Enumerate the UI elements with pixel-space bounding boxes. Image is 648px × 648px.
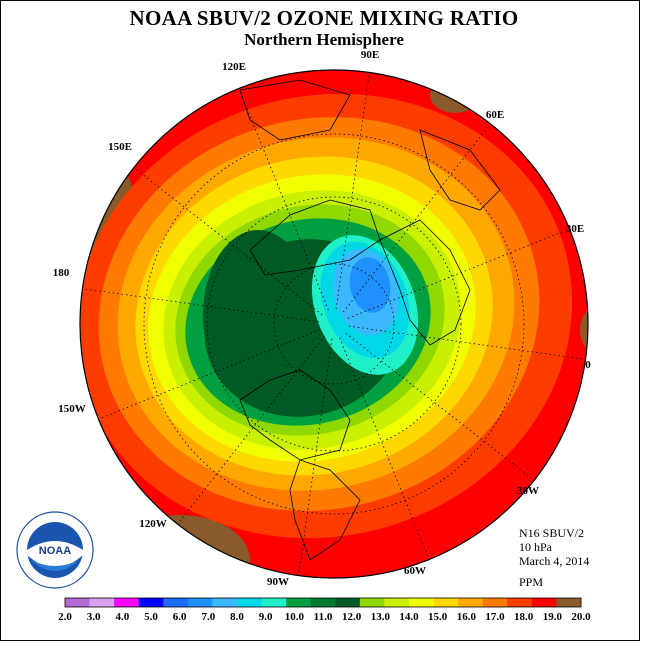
- noaa-logo: NOAA: [16, 511, 94, 589]
- colorbar-cell: [261, 598, 287, 607]
- colorbar-border: [64, 597, 582, 608]
- longitude-label: 150E: [108, 141, 132, 153]
- colorbar-tick-label: 10.0: [285, 611, 305, 623]
- pressure-label: 10 hPa: [519, 540, 552, 554]
- latitude-circle: [206, 196, 462, 452]
- longitude-label: 90E: [361, 49, 379, 61]
- colorbar-cell: [212, 598, 238, 607]
- logo-wave: [31, 560, 79, 571]
- colorbar-tick-label: 15.0: [428, 611, 448, 623]
- colorbar-cell: [409, 598, 434, 607]
- colorbar-tick-label: 4.0: [115, 611, 129, 623]
- colorbar-tick-label: 3.0: [87, 611, 101, 623]
- field-band: [349, 257, 391, 313]
- colorbar-cell: [286, 598, 312, 607]
- longitude-line: [342, 123, 491, 313]
- colorbar-tick-label: 11.0: [314, 611, 333, 623]
- colorbar-cell: [114, 598, 140, 607]
- longitude-line: [339, 337, 430, 560]
- longitude-label: 90W: [267, 576, 289, 588]
- colorbar-cell: [531, 598, 557, 607]
- colorbar-cell: [556, 598, 582, 607]
- instrument-label: N16 SBUV/2: [519, 526, 585, 540]
- colorbar-cell: [138, 598, 164, 607]
- longitude-labels: 0 30E 60E 90E 120E 150E 180 150W 120W 90W 60W 30W: [53, 49, 592, 588]
- colorbar-cell: [335, 598, 361, 607]
- logo-text: NOAA: [39, 545, 71, 557]
- colorbar-cell: [65, 598, 90, 607]
- colorbar-tick-label: 7.0: [201, 611, 215, 623]
- page-subtitle: Northern Hemisphere: [244, 30, 404, 49]
- colorbar-tick-label: 5.0: [144, 611, 158, 623]
- longitude-line: [298, 338, 333, 576]
- colorbar-cell: [187, 598, 213, 607]
- colorbar: 2.0 3.0 4.0 5.0 6.0 7.0 8.0 9.0 10.0 11.0 12.0 13.0…: [58, 597, 591, 623]
- units-label: PPM: [519, 575, 544, 589]
- colorbar-cell: [310, 598, 336, 607]
- page-title: NOAA SBUV/2 OZONE MIXING RATIO: [129, 6, 519, 30]
- longitude-line: [177, 335, 326, 525]
- coastline: [379, 219, 471, 346]
- longitude-label: 60E: [486, 109, 504, 121]
- field-band: [203, 230, 313, 400]
- colorbar-cell: [458, 598, 484, 607]
- graticule: [82, 72, 586, 576]
- colorbar-cell: [89, 598, 115, 607]
- colorbar-cell: [482, 598, 508, 607]
- colorbar-tick-label: 12.0: [342, 611, 362, 623]
- longitude-label: 30E: [566, 223, 584, 235]
- longitude-line: [345, 332, 535, 481]
- colorbar-tick-label: 6.0: [173, 611, 187, 623]
- latitude-circle: [273, 263, 395, 385]
- map-outline: [79, 69, 589, 579]
- ozone-field: [80, 70, 588, 578]
- colorbar-tick-label: 14.0: [399, 611, 419, 623]
- logo-bird: [27, 541, 83, 568]
- colorbar-tick-label: 2.0: [58, 611, 72, 623]
- coastline: [249, 199, 381, 276]
- colorbar-tick-label: 9.0: [259, 611, 273, 623]
- coastline: [239, 369, 351, 461]
- colorbar-cell: [507, 598, 533, 607]
- longitude-label: 30W: [517, 485, 539, 497]
- longitude-label: 180: [53, 267, 70, 279]
- colorbar-cell: [433, 598, 459, 607]
- coastline: [239, 79, 351, 141]
- longitude-line: [82, 288, 320, 323]
- colorbar-tick-label: 13.0: [371, 611, 391, 623]
- latitude-circle: [143, 133, 525, 515]
- colorbar-cell: [359, 598, 385, 607]
- colorbar-cell: [237, 598, 262, 607]
- longitude-line: [348, 325, 586, 360]
- longitude-line: [98, 329, 321, 420]
- colorbar-tick-label: 17.0: [485, 611, 505, 623]
- colorbar-cell: [163, 598, 189, 607]
- longitude-label: 120E: [222, 61, 246, 73]
- colorbar-tick-label: 20.0: [571, 611, 591, 623]
- colorbar-tick-label: 19.0: [543, 611, 563, 623]
- longitude-line: [335, 72, 370, 310]
- longitude-label: 60W: [404, 565, 426, 577]
- longitude-line: [238, 88, 329, 311]
- longitude-label: 120W: [139, 518, 167, 530]
- colorbar-tick-label: 18.0: [514, 611, 534, 623]
- colorbar-tick-label: 8.0: [230, 611, 244, 623]
- longitude-line: [347, 228, 570, 319]
- longitude-line: [133, 167, 323, 316]
- longitude-label: 150W: [58, 403, 86, 415]
- date-label: March 4, 2014: [519, 554, 590, 568]
- colorbar-cell: [384, 598, 410, 607]
- coastline: [289, 459, 361, 561]
- coastline: [419, 129, 501, 211]
- longitude-label: 0: [585, 359, 591, 371]
- colorbar-tick-label: 16.0: [457, 611, 477, 623]
